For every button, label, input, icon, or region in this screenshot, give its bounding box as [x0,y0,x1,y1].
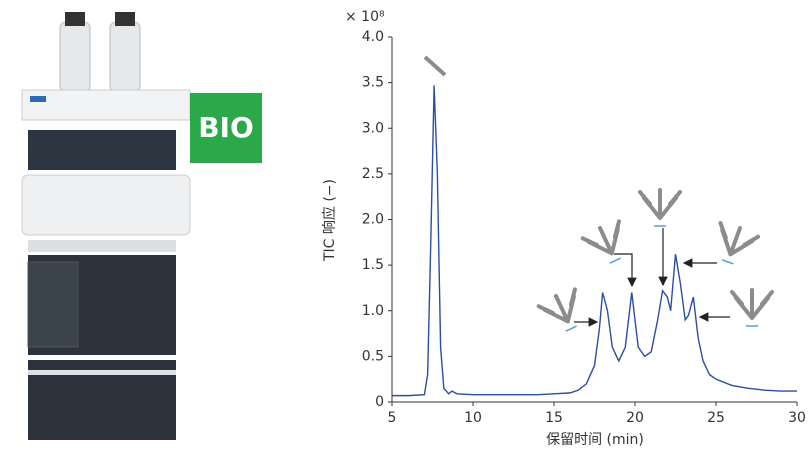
x-tick-label: 10 [464,410,482,426]
y-tick-label: 0 [375,394,384,410]
x-tick-label: 25 [707,410,725,426]
x-tick-label: 20 [626,410,644,426]
multiplier: × 10⁸ [345,9,385,25]
x-tick-label: 30 [788,410,806,426]
x-tick-label: 5 [388,410,397,426]
y-tick-label: 0.5 [362,348,384,364]
x-tick-label: 15 [545,410,563,426]
y-title: TIC 响应 (−) [321,179,338,262]
y-tick-label: 4.0 [362,29,384,45]
figure: BIO 0 0.5 1.0 1.5 2.0 2.5 3.0 3.5 4.0 5 10 15 20 25 30… [0,0,808,453]
y-tick-label: 3.0 [362,120,384,136]
instrument [22,12,190,440]
y-tick-label: 1.0 [362,303,384,319]
y-tick-label: 2.5 [362,166,384,182]
x-title: 保留时间 (min) [546,432,644,448]
annotations [425,57,772,337]
y-tick-label: 3.5 [362,75,384,91]
y-tick-label: 1.5 [362,257,384,273]
y-tick-label: 2.0 [362,212,384,228]
badge-text: BIO [198,111,254,144]
